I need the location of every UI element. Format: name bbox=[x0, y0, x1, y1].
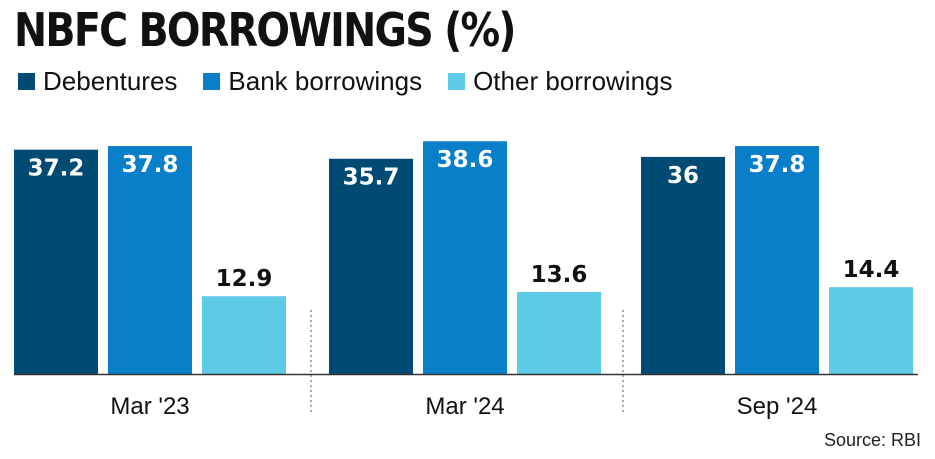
bar-debentures-3 bbox=[641, 156, 725, 374]
legend-label-debentures: Debentures bbox=[43, 66, 178, 96]
x-tick-label-1: Mar '23 bbox=[110, 393, 189, 420]
bar-debentures-1 bbox=[14, 149, 98, 374]
value-label-debentures-2: 35.7 bbox=[343, 165, 400, 191]
value-label-bank-borrowings-3: 37.8 bbox=[749, 152, 806, 178]
legend-label-other-borrowings: Other borrowings bbox=[473, 66, 673, 96]
bar-other-borrowings-3 bbox=[829, 287, 913, 374]
legend: Debentures Bank borrowings Other borrowi… bbox=[18, 66, 699, 96]
legend-swatch-bank-borrowings bbox=[203, 72, 221, 90]
legend-label-bank-borrowings: Bank borrowings bbox=[228, 66, 423, 96]
value-label-bank-borrowings-1: 37.8 bbox=[122, 152, 179, 178]
legend-item-bank-borrowings: Bank borrowings bbox=[203, 66, 422, 96]
legend-item-debentures: Debentures bbox=[18, 66, 177, 96]
chart-title: NBFC BORROWINGS (%) bbox=[14, 3, 516, 57]
bar-debentures-2 bbox=[329, 158, 413, 374]
value-label-other-borrowings-3: 14.4 bbox=[843, 257, 900, 283]
x-tick-label-2: Mar '24 bbox=[425, 393, 504, 420]
value-label-debentures-3: 36 bbox=[667, 163, 699, 189]
value-label-other-borrowings-1: 12.9 bbox=[216, 266, 273, 292]
value-label-other-borrowings-2: 13.6 bbox=[531, 262, 588, 288]
bar-bank-borrowings-1 bbox=[108, 146, 192, 374]
bar-other-borrowings-2 bbox=[517, 291, 601, 374]
x-tick-label-3: Sep '24 bbox=[737, 393, 818, 420]
value-label-bank-borrowings-2: 38.6 bbox=[437, 147, 494, 173]
value-label-debentures-1: 37.2 bbox=[28, 156, 85, 182]
bar-bank-borrowings-2 bbox=[423, 141, 507, 374]
bar-bank-borrowings-3 bbox=[735, 146, 819, 374]
source-note: Source: RBI bbox=[823, 430, 921, 450]
legend-item-other-borrowings: Other borrowings bbox=[448, 66, 673, 96]
legend-swatch-debentures bbox=[18, 72, 35, 90]
legend-swatch-other-borrowings bbox=[448, 72, 466, 90]
bar-other-borrowings-1 bbox=[202, 296, 286, 374]
